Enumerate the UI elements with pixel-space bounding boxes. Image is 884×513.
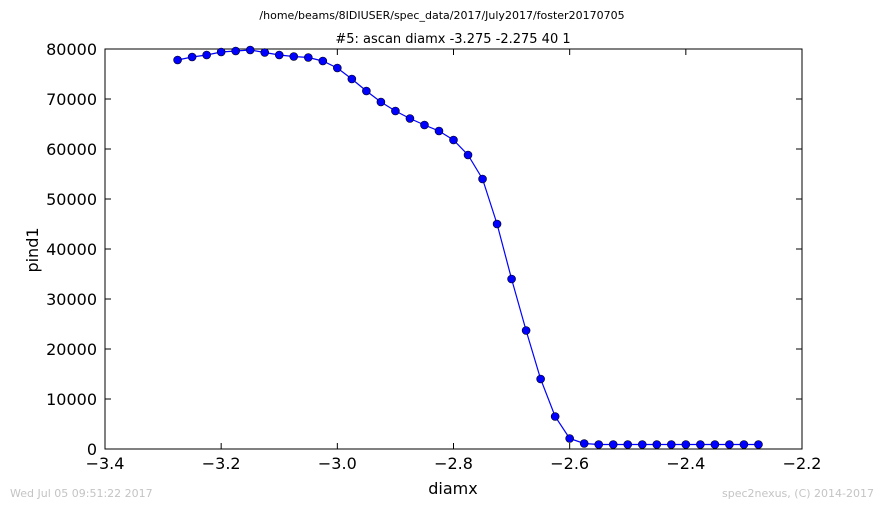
data-point [507, 274, 516, 284]
data-point [362, 86, 371, 96]
data-point [478, 174, 487, 184]
chart-title: #5: ascan diamx -3.275 -2.275 40 1 [335, 32, 570, 47]
y-tick-label: 30000 [46, 290, 97, 309]
data-point [420, 120, 429, 130]
y-tick-label: 40000 [46, 240, 97, 259]
data-point [245, 45, 255, 55]
data-point [696, 440, 705, 449]
data-point [652, 440, 662, 449]
x-tick-label: −2.6 [550, 454, 589, 473]
data-point [565, 434, 574, 443]
y-axis-label: pind1 [23, 227, 42, 272]
data-point [391, 106, 400, 116]
data-point [434, 126, 444, 136]
figure-suptitle: /home/beams/8IDIUSER/spec_data/2017/July… [259, 9, 624, 22]
data-point [608, 440, 618, 449]
data-point [274, 50, 284, 60]
x-tick-label: −2.8 [434, 454, 473, 473]
x-axis-label: diamx [428, 479, 477, 498]
y-axis-ticks: 0 10000 20000 30000 40000 50000 60000 70000 8000… [46, 40, 802, 459]
data-point [318, 56, 328, 66]
data-point [667, 440, 676, 449]
data-point [536, 374, 545, 384]
y-tick-label: 20000 [46, 340, 97, 359]
y-tick-label: 60000 [46, 140, 97, 159]
data-point [492, 219, 502, 229]
data-point [681, 440, 691, 449]
x-tick-label: −2.4 [666, 454, 705, 473]
data-series [173, 45, 763, 449]
data-point [260, 48, 270, 57]
data-point [187, 52, 197, 62]
x-axis-ticks: −3.4 −3.2 −3.0 −2.8 −2.6 −2.4 −2.2 [86, 49, 822, 473]
data-point [725, 440, 734, 449]
data-point [637, 440, 647, 449]
data-point [231, 46, 240, 56]
data-point [579, 439, 589, 448]
data-point [333, 63, 342, 73]
data-point [623, 440, 633, 449]
x-tick-label: −3.2 [202, 454, 241, 473]
data-point [710, 440, 720, 449]
data-point [289, 52, 299, 61]
x-tick-label: −2.2 [783, 454, 822, 473]
data-point [173, 55, 182, 65]
y-tick-label: 50000 [46, 190, 97, 209]
y-tick-label: 70000 [46, 90, 97, 109]
data-point [376, 97, 386, 107]
data-point [347, 74, 357, 84]
data-point [449, 135, 458, 145]
x-tick-label: −3.0 [318, 454, 357, 473]
data-point [202, 50, 211, 60]
data-point [303, 53, 313, 62]
data-point [405, 114, 415, 123]
data-point [550, 412, 560, 421]
data-point [594, 440, 604, 449]
data-point [521, 326, 531, 335]
footer-credit: spec2nexus, (C) 2014-2017 [722, 487, 874, 500]
data-point [463, 150, 473, 160]
y-tick-label: 10000 [46, 390, 97, 409]
data-point [216, 47, 226, 57]
y-tick-label: 0 [87, 440, 97, 459]
footer-timestamp: Wed Jul 05 09:51:22 2017 [10, 487, 153, 500]
data-point [739, 440, 749, 449]
data-point [754, 440, 763, 449]
x-tick-label: −3.4 [86, 454, 125, 473]
y-tick-label: 80000 [46, 40, 97, 59]
